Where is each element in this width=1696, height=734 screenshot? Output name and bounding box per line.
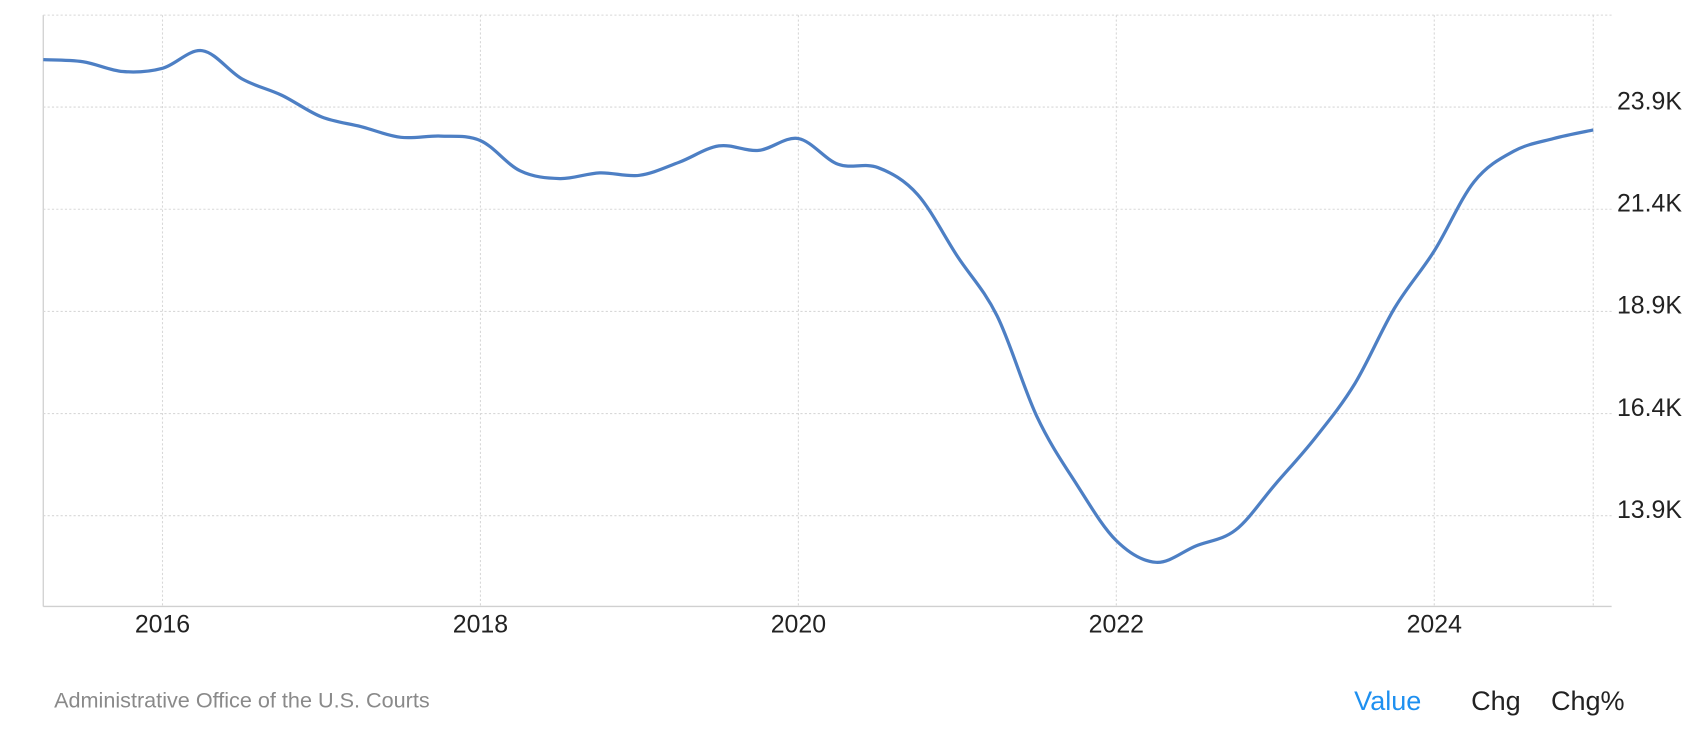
tab-button[interactable]: Chg% — [1551, 686, 1625, 716]
x-tick-label: 2020 — [771, 610, 826, 638]
source: Administrative Office of the U.S. Courts — [54, 687, 430, 712]
y-tick-label: 21.4K — [1617, 189, 1682, 217]
tab-button[interactable]: Chg — [1471, 686, 1521, 716]
y-tick-label: 23.9K — [1617, 87, 1682, 115]
tab-button[interactable]: Value — [1354, 686, 1421, 716]
x-tick-label: 2024 — [1407, 610, 1462, 638]
y-tick-label: 18.9K — [1617, 292, 1682, 320]
data-line — [43, 49, 1594, 564]
x-tick-label: 2022 — [1089, 610, 1144, 638]
y-tick-label: 16.4K — [1617, 394, 1682, 422]
x-tick-label: 2016 — [135, 610, 190, 638]
x-tick-label: 2018 — [453, 610, 508, 638]
y-tick-label: 13.9K — [1617, 496, 1682, 524]
